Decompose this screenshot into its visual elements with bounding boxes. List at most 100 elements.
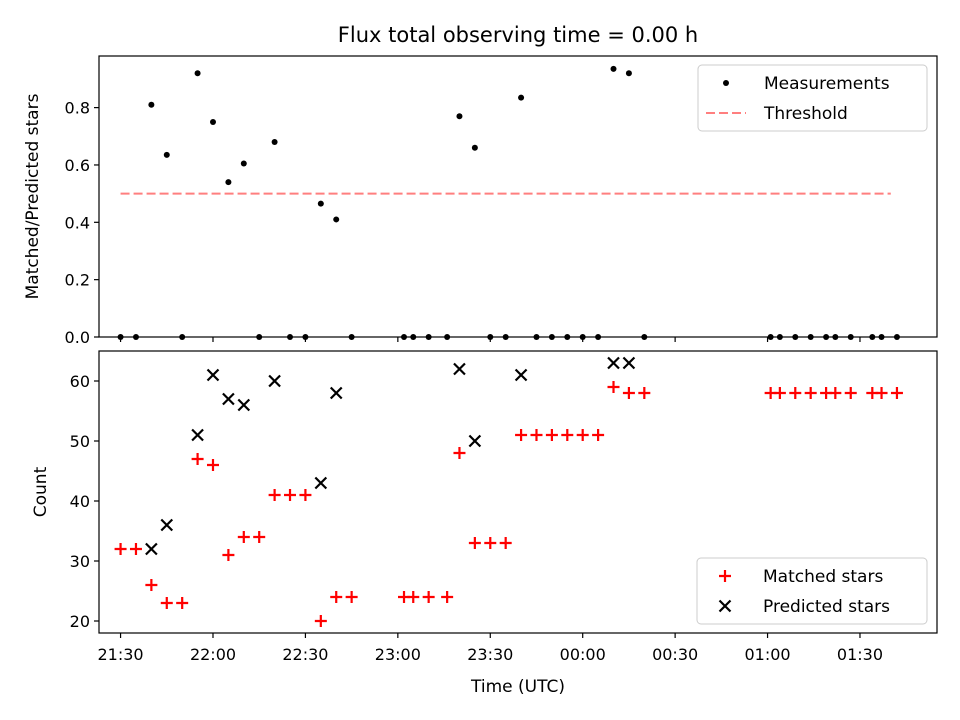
matched-star-point <box>844 387 857 399</box>
bottom-ytick-label: 40 <box>70 492 90 511</box>
legend-label: Measurements <box>764 74 890 94</box>
top-ytick-label: 0.2 <box>65 271 90 290</box>
predicted-star-point <box>145 542 158 556</box>
matched-star-point <box>129 543 142 555</box>
legend-marker-measurements <box>723 80 729 86</box>
matched-star-point <box>592 429 605 441</box>
bottom-ylabel: Count <box>31 466 51 517</box>
bottom-ytick-label: 30 <box>70 552 90 571</box>
chart-title: Flux total observing time = 0.00 h <box>338 23 698 47</box>
matched-star-point <box>345 591 358 603</box>
measurement-point <box>148 101 155 108</box>
matched-star-point <box>576 429 589 441</box>
matched-star-point <box>638 387 651 399</box>
measurement-point <box>271 139 278 146</box>
measurement-point <box>163 151 170 158</box>
legend-marker-predicted <box>718 599 732 613</box>
legend-marker-matched <box>719 570 731 582</box>
bottom-xtick-label: 01:30 <box>837 645 883 664</box>
top-ytick-label: 0.4 <box>65 213 90 232</box>
predicted-star-point <box>237 398 251 412</box>
matched-star-point <box>607 381 620 393</box>
matched-star-point <box>561 429 574 441</box>
matched-star-point <box>160 597 173 609</box>
measurement-point <box>240 160 247 167</box>
matched-star-point <box>253 531 266 543</box>
bottom-xtick-label: 01:00 <box>744 645 790 664</box>
measurement-point <box>317 200 324 207</box>
predicted-star-point <box>453 362 466 376</box>
legend-label: Matched stars <box>763 567 883 587</box>
matched-star-point <box>206 459 219 471</box>
top-ytick-label: 0.0 <box>65 328 90 347</box>
legend-box <box>697 64 928 132</box>
measurement-point <box>625 70 632 77</box>
predicted-star-point <box>514 368 528 382</box>
matched-star-point <box>284 489 297 501</box>
matched-star-point <box>268 489 281 501</box>
predicted-star-point <box>222 392 235 406</box>
matched-star-point <box>314 615 327 627</box>
bottom-ytick-label: 60 <box>70 372 90 391</box>
measurement-point <box>471 144 478 151</box>
bottom-xlabel: Time (UTC) <box>470 677 565 697</box>
predicted-star-point <box>206 368 220 382</box>
bottom-xtick-label: 23:00 <box>375 645 421 664</box>
predicted-star-point <box>622 356 636 370</box>
legend-label: Predicted stars <box>763 597 890 617</box>
matched-star-point <box>530 429 543 441</box>
bottom-xtick-label: 22:00 <box>190 645 236 664</box>
bottom-legend: Matched stars Predicted stars <box>696 557 928 625</box>
matched-star-point <box>622 387 635 399</box>
matched-star-point <box>441 591 454 603</box>
legend-box <box>696 557 928 625</box>
measurement-point <box>209 118 216 125</box>
measurement-point <box>610 65 617 72</box>
matched-star-point <box>114 543 127 555</box>
bottom-xtick-label: 21:30 <box>98 645 144 664</box>
top-panel-ratio: 0.0 0.2 0.4 0.6 0.8 Matched/Predicted stars Me… <box>23 55 938 347</box>
legend-label: Threshold <box>763 104 848 124</box>
matched-star-point <box>545 429 558 441</box>
matched-star-point <box>789 387 802 399</box>
matched-star-point <box>499 537 512 549</box>
bottom-ytick-label: 50 <box>70 432 90 451</box>
bottom-ytick-label: 20 <box>70 612 90 631</box>
matched-star-point <box>773 387 786 399</box>
matched-star-point <box>422 591 435 603</box>
top-ylabel: Matched/Predicted stars <box>23 93 43 299</box>
bottom-xtick-label: 22:30 <box>282 645 328 664</box>
matched-star-point <box>222 549 235 561</box>
top-legend: Measurements Threshold <box>697 64 928 132</box>
top-ytick-label: 0.8 <box>65 99 90 118</box>
measurement-point <box>456 113 463 120</box>
predicted-star-point <box>329 386 343 400</box>
matched-star-point <box>330 591 343 603</box>
matched-star-point <box>875 387 888 399</box>
bottom-xtick-label: 23:30 <box>467 645 513 664</box>
predicted-star-point <box>468 434 482 448</box>
predicted-star-point <box>314 476 328 490</box>
matched-star-point <box>515 429 528 441</box>
bottom-xtick-label: 00:00 <box>560 645 606 664</box>
predicted-star-point <box>607 356 620 370</box>
predicted-star-point <box>160 518 174 532</box>
matched-star-point <box>299 489 312 501</box>
matched-star-point <box>407 591 420 603</box>
measurement-point <box>518 94 525 101</box>
matched-star-point <box>484 537 497 549</box>
measurement-point <box>333 216 340 223</box>
top-axes-frame <box>98 55 938 338</box>
bottom-axes-frame <box>98 350 938 634</box>
matched-star-point <box>453 447 466 459</box>
measurement-point <box>225 179 232 186</box>
matched-star-point <box>468 537 481 549</box>
matched-star-point <box>829 387 842 399</box>
bottom-panel-counts: 20 30 40 50 60 21:30 22:00 22:30 23:00 23:30 00:00… <box>31 350 938 697</box>
bottom-xtick-label: 00:30 <box>652 645 698 664</box>
measurement-point <box>194 70 201 77</box>
matched-star-point <box>191 453 204 465</box>
matched-star-point <box>890 387 903 399</box>
matched-star-point <box>145 579 158 591</box>
